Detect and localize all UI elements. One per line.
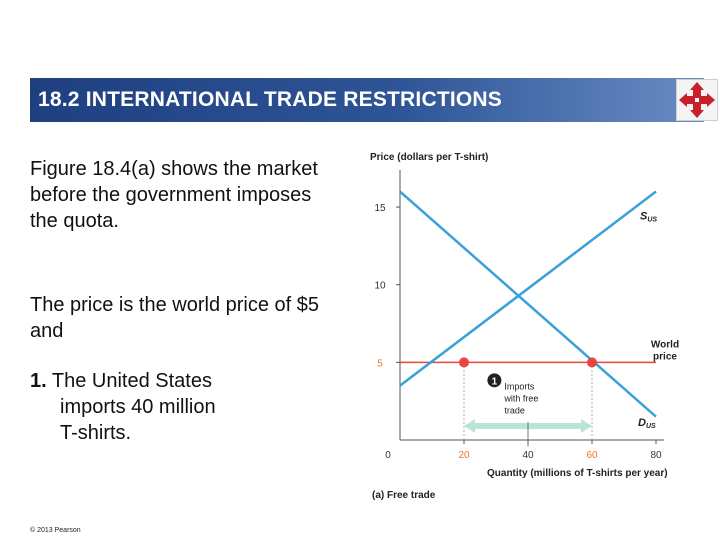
equilibrium-point — [587, 357, 597, 368]
equilibrium-point — [459, 357, 469, 368]
paragraph-imports: 1. The United States imports 40 million … — [30, 368, 330, 446]
world-price-label-line2: price — [653, 351, 677, 362]
x-tick-label: 0 — [385, 450, 391, 461]
marks: 1 Imports with free trade — [459, 357, 597, 447]
y-tick-label: 10 — [374, 281, 386, 292]
imports-arrow-right-head — [581, 419, 592, 433]
x-axis-label: Quantity (millions of T-shirts per year) — [487, 468, 668, 479]
guide-lines — [463, 362, 593, 440]
x-tick-label: 80 — [650, 450, 662, 461]
slide-title: 18.2 INTERNATIONAL TRADE RESTRICTIONS — [38, 88, 502, 111]
step-text-line2: imports 40 million — [60, 396, 216, 418]
annotation-line2: with free — [503, 393, 538, 403]
y-axis-label: Price (dollars per T-shirt) — [370, 152, 488, 163]
y-tick-label: 5 — [377, 358, 383, 369]
x-tick-label: 40 — [522, 450, 534, 461]
y-tick-label: 15 — [374, 203, 386, 214]
supply-curve — [399, 190, 657, 387]
axes: 5 10 15 0 20 40 60 80 — [374, 170, 664, 461]
step-text-line1: The United States — [51, 370, 212, 392]
demand-label: DUS — [638, 417, 656, 430]
pearson-cross-arrows-icon — [679, 82, 715, 118]
annotation-line3: trade — [504, 405, 525, 415]
demand-curve — [399, 190, 657, 418]
step-text-line3: T-shirts. — [60, 422, 132, 444]
imports-arrow-left-head — [464, 419, 475, 433]
title-bar: 18.2 INTERNATIONAL TRADE RESTRICTIONS — [30, 78, 704, 122]
logo — [676, 79, 718, 121]
world-price-label-line1: World — [651, 339, 679, 350]
step-marker-circle — [487, 373, 502, 388]
paragraph-figure-description: Figure 18.4(a) shows the market before t… — [30, 158, 318, 232]
free-trade-chart: Price (dollars per T-shirt) 5 10 15 0 20 40 60… — [370, 152, 679, 501]
x-tick-label: 20 — [458, 450, 470, 461]
chart-caption: (a) Free trade — [372, 490, 436, 501]
step-number: 1. — [30, 370, 47, 392]
paragraph-world-price: The price is the world price of $5 and — [30, 294, 320, 342]
supply-label: SUS — [640, 210, 657, 223]
annotation-line1: Imports — [504, 381, 535, 391]
copyright-notice: © 2013 Pearson — [30, 527, 81, 534]
x-tick-label: 60 — [586, 450, 598, 461]
step-marker-number: 1 — [492, 376, 498, 387]
